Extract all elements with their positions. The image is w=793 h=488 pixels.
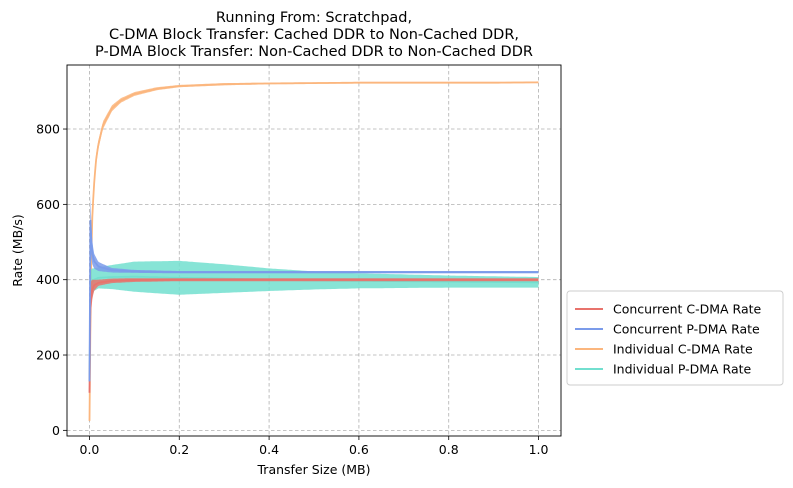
x-tick-label: 1.0 <box>529 442 549 457</box>
x-tick-label: 0.0 <box>80 442 100 457</box>
x-tick-label: 0.2 <box>169 442 189 457</box>
legend-item: Concurrent P-DMA Rate <box>575 322 760 337</box>
x-axis-label: Transfer Size (MB) <box>257 462 371 477</box>
series-line <box>88 81 539 421</box>
y-axis-label: Rate (MB/s) <box>10 214 25 286</box>
title-line: P-DMA Block Transfer: Non-Cached DDR to … <box>95 44 533 60</box>
x-tick-label: 0.8 <box>439 442 459 457</box>
legend: Concurrent C-DMA Rate Concurrent P-DMA Ra… <box>566 290 784 386</box>
series-0 <box>88 278 539 393</box>
y-tick-label: 400 <box>36 272 60 287</box>
series-line <box>88 278 539 393</box>
axes-frame <box>66 64 562 437</box>
series-line <box>88 219 539 382</box>
y-tick-label: 200 <box>36 348 60 363</box>
y-tick-label: 600 <box>36 197 60 212</box>
title-line: Running From: Scratchpad, <box>216 10 412 26</box>
series-band <box>89 260 539 382</box>
title-line: C-DMA Block Transfer: Cached DDR to Non-… <box>109 27 519 43</box>
legend-label: Concurrent C-DMA Rate <box>613 302 762 317</box>
y-tick-label: 0 <box>52 423 60 438</box>
legend-box <box>566 290 784 386</box>
legend-item: Concurrent C-DMA Rate <box>575 302 762 317</box>
chart-title: Running From: Scratchpad,C-DMA Block Tra… <box>95 10 533 60</box>
plot-series <box>88 81 539 421</box>
y-axis-ticks: 0 200 400 600 800 <box>36 122 67 438</box>
series-1 <box>88 193 539 382</box>
legend-label: Individual C-DMA Rate <box>613 342 753 357</box>
legend-item: Individual C-DMA Rate <box>575 342 753 357</box>
legend-label: Concurrent P-DMA Rate <box>613 322 760 337</box>
x-tick-label: 0.4 <box>259 442 279 457</box>
y-tick-label: 800 <box>36 122 60 137</box>
x-tick-label: 0.6 <box>349 442 369 457</box>
legend-item: Individual P-DMA Rate <box>575 362 752 377</box>
legend-label: Individual P-DMA Rate <box>613 362 752 377</box>
x-axis-ticks: 0.0 0.2 0.4 0.6 0.8 1.0 <box>80 436 549 457</box>
series-2 <box>88 81 539 421</box>
